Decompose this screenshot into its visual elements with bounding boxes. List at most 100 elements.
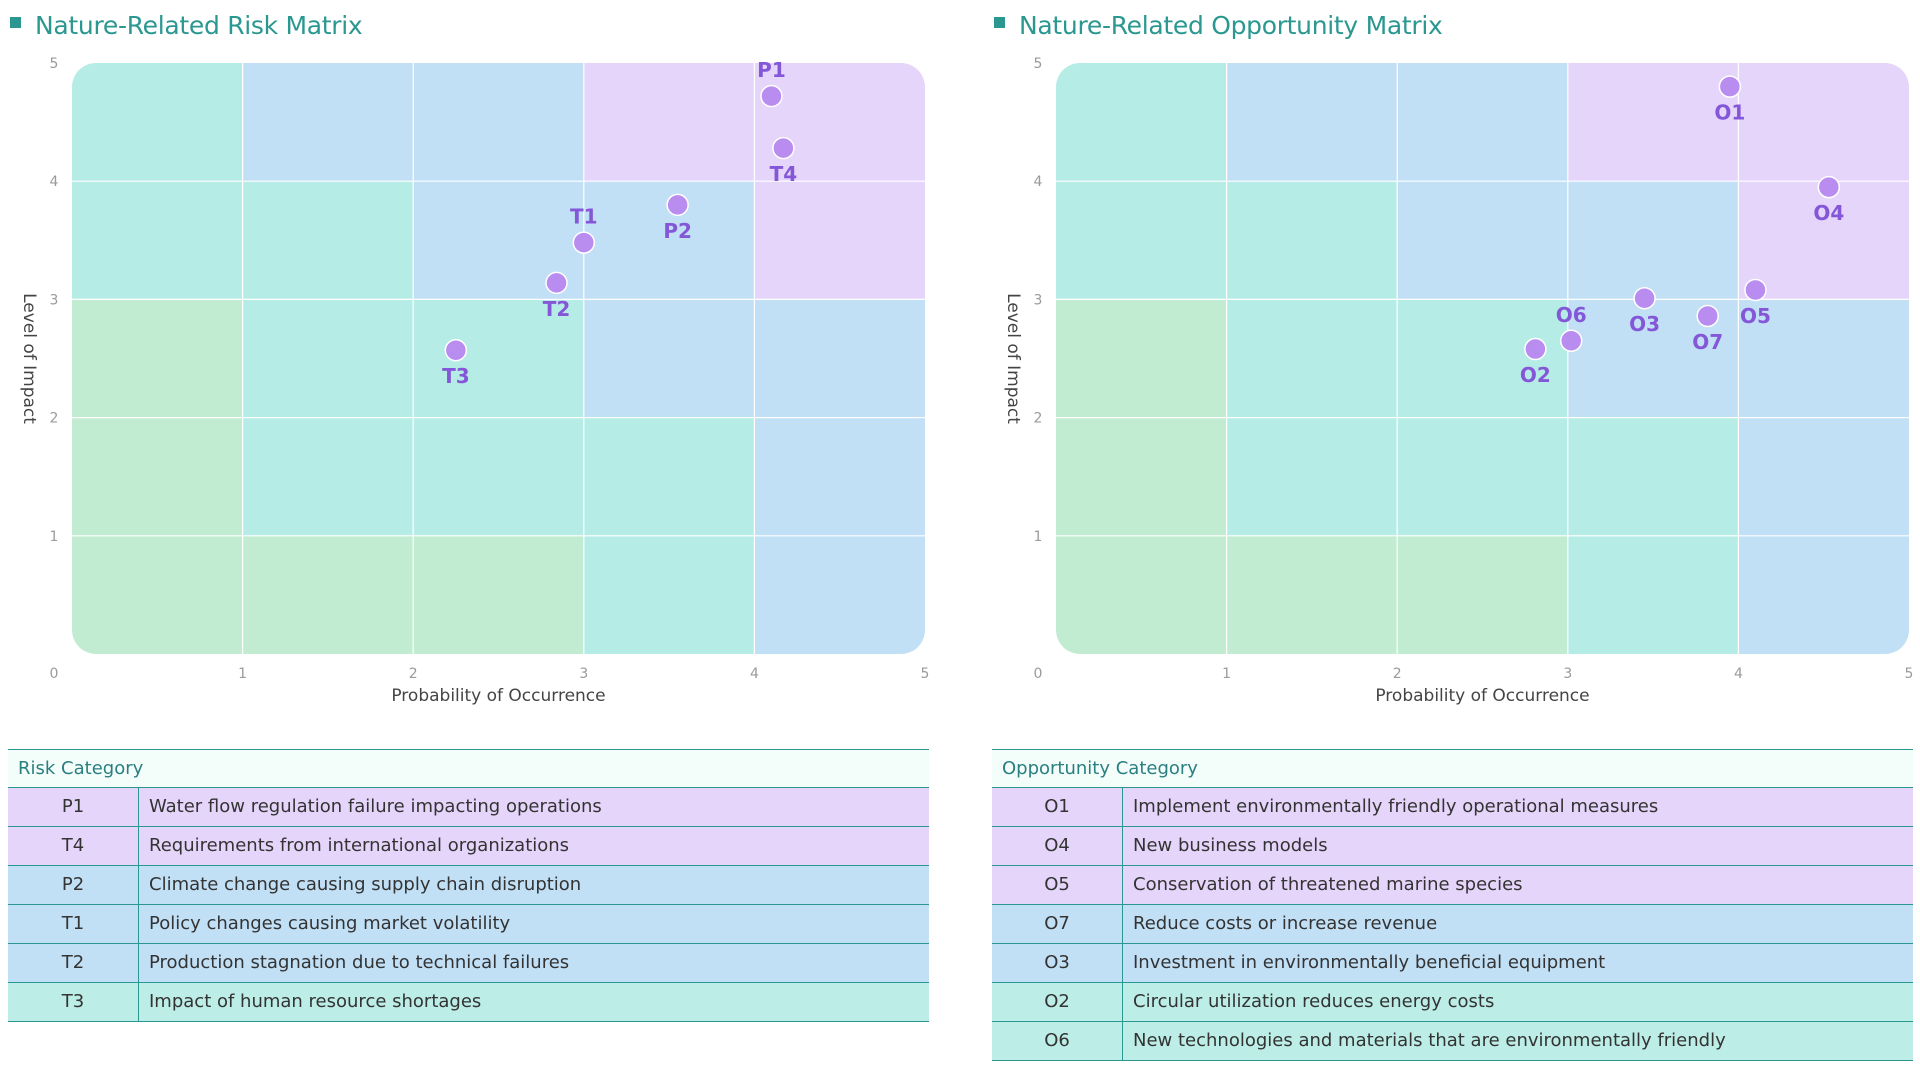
zone-cell-teal <box>413 299 585 419</box>
zone-cell-teal <box>242 299 414 419</box>
point-label-o2: O2 <box>1520 363 1551 387</box>
legend-code: O3 <box>992 944 1123 982</box>
legend-description: Climate change causing supply chain disr… <box>149 874 582 895</box>
zone-cell-blue <box>1738 299 1909 419</box>
zone-cell-teal <box>1056 63 1228 182</box>
y-tick-label: 5 <box>1034 56 1043 72</box>
zone-cell-teal <box>583 417 755 537</box>
zone-cell-purple <box>1738 63 1909 182</box>
data-point-t4 <box>772 136 795 160</box>
risk-legend-row: T3 Impact of human resource shortages <box>8 983 929 1022</box>
y-axis-label: Level of Impact <box>19 293 39 424</box>
legend-code: T1 <box>8 905 139 943</box>
zone-cell-teal <box>1567 535 1739 654</box>
data-point-o5 <box>1744 278 1767 302</box>
x-axis-label: Probability of Occurrence <box>391 686 605 706</box>
zone-cell-teal <box>583 535 755 654</box>
legend-description: New business models <box>1133 835 1328 856</box>
zone-cell-purple <box>583 63 755 182</box>
data-point-t2 <box>545 271 568 295</box>
legend-code: O6 <box>992 1022 1123 1060</box>
point-label-p1: P1 <box>757 58 786 82</box>
zone-cell-purple <box>754 181 925 300</box>
zone-cell-teal <box>242 417 414 537</box>
legend-code: T2 <box>8 944 139 982</box>
legend-code: O4 <box>992 827 1123 865</box>
zone-cell-teal <box>1056 181 1228 300</box>
legend-code: P1 <box>8 788 139 826</box>
y-tick-label: 5 <box>50 56 59 72</box>
risk-matrix-title: Nature-Related Risk Matrix <box>35 10 363 40</box>
opportunity-legend-row: O4 New business models <box>992 827 1913 866</box>
y-tick-label: 4 <box>50 174 59 190</box>
risk-legend-row: T2 Production stagnation due to technical… <box>8 944 929 983</box>
y-tick-label: 1 <box>50 529 59 545</box>
point-label-o1: O1 <box>1714 101 1745 125</box>
x-tick-label: 1 <box>1222 666 1231 682</box>
x-tick-label: 3 <box>1563 666 1572 682</box>
legend-description: Water flow regulation failure impacting … <box>149 796 602 817</box>
zone-cell-blue <box>1397 63 1569 182</box>
opportunity-legend-row: O5 Conservation of threatened marine spec… <box>992 866 1913 905</box>
zone-cell-green <box>413 535 585 654</box>
zone-cell-purple <box>1567 63 1739 182</box>
x-tick-label: 2 <box>409 666 418 682</box>
legend-description: Requirements from international organiza… <box>149 835 570 856</box>
legend-description: Policy changes causing market volatility <box>149 913 511 934</box>
data-point-o1 <box>1718 75 1742 98</box>
x-tick-label: 0 <box>50 666 59 682</box>
opportunity-legend-row: O6 New technologies and materials that ar… <box>992 1022 1913 1061</box>
legend-code: T3 <box>8 983 139 1021</box>
zone-cell-blue <box>583 299 755 419</box>
y-tick-label: 1 <box>1034 529 1043 545</box>
opportunity-title-row: Nature-Related Opportunity Matrix <box>994 8 1443 42</box>
zone-cell-blue <box>1567 181 1739 300</box>
zone-cell-green <box>72 417 244 537</box>
opportunity-legend-header: Opportunity Category <box>992 750 1913 788</box>
opportunity-legend-row: O1 Implement environmentally friendly ope… <box>992 788 1913 827</box>
risk-legend-row: P2 Climate change causing supply chain di… <box>8 866 929 905</box>
zone-cell-teal <box>1226 299 1398 419</box>
zone-cell-green <box>1226 535 1398 654</box>
zone-cell-teal <box>72 63 244 182</box>
risk-legend-row: T4 Requirements from international organi… <box>8 827 929 866</box>
zone-cell-green <box>1056 299 1228 419</box>
data-point-o6 <box>1559 329 1583 353</box>
x-tick-label: 0 <box>1034 666 1043 682</box>
opportunity-matrix-chart: 0 1 2 3 4 5 1 2 3 4 5 Probability of Occurrence Leve… <box>1003 56 1913 706</box>
point-label-t2: T2 <box>543 297 571 321</box>
title-square-icon <box>994 16 1005 28</box>
x-axis-label: Probability of Occurrence <box>1375 686 1589 706</box>
y-tick-label: 3 <box>1034 292 1043 308</box>
opportunity-legend-row: O3 Investment in environmentally benefici… <box>992 944 1913 983</box>
point-label-o5: O5 <box>1740 304 1771 328</box>
opportunity-panel: Nature-Related Opportunity Matrix 0 1 2 3 4 5… <box>984 0 1920 1073</box>
zone-cell-blue <box>754 535 925 654</box>
legend-description: Conservation of threatened marine specie… <box>1133 874 1523 895</box>
legend-description: New technologies and materials that are … <box>1133 1030 1726 1051</box>
x-tick-label: 4 <box>750 666 759 682</box>
risk-legend-header: Risk Category <box>8 750 929 788</box>
data-point-o3 <box>1633 286 1656 310</box>
risk-legend-row: T1 Policy changes causing market volatili… <box>8 905 929 944</box>
y-axis-label: Level of Impact <box>1003 293 1023 424</box>
y-tick-label: 2 <box>1034 411 1043 427</box>
opportunity-matrix-title: Nature-Related Opportunity Matrix <box>1019 10 1443 40</box>
legend-description: Implement environmentally friendly opera… <box>1133 796 1659 817</box>
zone-cell-green <box>1397 535 1569 654</box>
zone-cell-green <box>72 535 244 654</box>
opportunity-legend-row: O2 Circular utilization reduces energy co… <box>992 983 1913 1022</box>
legend-description: Impact of human resource shortages <box>149 991 482 1012</box>
zone-cell-green <box>1056 417 1228 537</box>
risk-title-row: Nature-Related Risk Matrix <box>10 8 363 42</box>
point-label-t4: T4 <box>770 162 798 186</box>
legend-code: O7 <box>992 905 1123 943</box>
data-point-o4 <box>1817 175 1841 199</box>
x-tick-label: 1 <box>238 666 247 682</box>
point-label-o6: O6 <box>1556 303 1587 327</box>
legend-description: Circular utilization reduces energy cost… <box>1133 991 1495 1012</box>
risk-legend-table: Risk Category P1 Water flow regulation fa… <box>8 749 929 1022</box>
y-tick-label: 4 <box>1034 174 1043 190</box>
zone-cell-green <box>1056 535 1228 654</box>
point-label-t1: T1 <box>570 205 598 229</box>
